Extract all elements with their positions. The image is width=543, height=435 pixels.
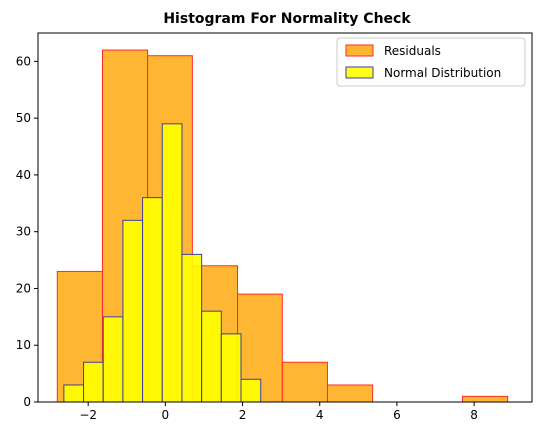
legend-label-1: Normal Distribution — [384, 66, 501, 80]
series-1-bar-2 — [102, 316, 124, 403]
series-0-bar-5 — [281, 361, 328, 403]
legend-swatch-1 — [345, 66, 374, 79]
legend: Residuals Normal Distribution — [336, 37, 526, 87]
x-tick-label: 4 — [316, 408, 324, 422]
y-tick-label: 40 — [16, 168, 31, 182]
series-1-bars — [63, 123, 262, 403]
chart-title: Histogram For Normality Check — [163, 11, 411, 27]
series-1-bar-4 — [142, 197, 163, 403]
bars-layer — [56, 49, 509, 403]
plot-frame — [37, 32, 533, 403]
x-tick-label: 0 — [162, 408, 170, 422]
x-tick-label: 2 — [239, 408, 247, 422]
series-0-bar-9 — [462, 395, 509, 403]
series-0-bar-6 — [326, 384, 374, 403]
y-tick-label: 10 — [16, 338, 31, 352]
x-tick-label: 6 — [393, 408, 401, 422]
series-1-bar-8 — [220, 333, 242, 403]
legend-label-0: Residuals — [384, 44, 441, 58]
series-1-bar-1 — [83, 361, 104, 403]
x-tick-label: −2 — [79, 408, 97, 422]
series-1-bar-6 — [181, 253, 203, 403]
series-1-bar-7 — [201, 310, 222, 403]
series-1-bar-3 — [122, 219, 144, 403]
series-1-bar-9 — [240, 378, 262, 403]
y-tick-label: 30 — [16, 225, 31, 239]
y-tick-label: 50 — [16, 111, 31, 125]
legend-swatch-0 — [345, 44, 374, 57]
axes-layer: −2 0 2 4 6 8 0 10 20 30 40 50 60 — [16, 54, 478, 422]
series-1-bar-5 — [161, 123, 183, 403]
series-1-bar-0 — [63, 384, 85, 403]
y-tick-label: 0 — [23, 395, 31, 409]
y-tick-label: 60 — [16, 54, 31, 68]
x-tick-label: 8 — [470, 408, 478, 422]
legend-frame — [336, 37, 526, 87]
y-tick-label: 20 — [16, 281, 31, 295]
